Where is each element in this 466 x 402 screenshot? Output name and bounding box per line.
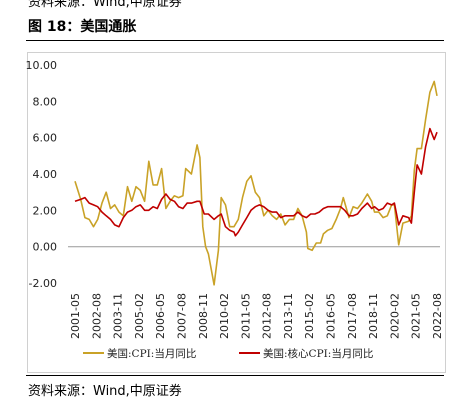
x-tick-label: 2012-08 [261,293,274,339]
x-tick-label: 2016-05 [325,293,338,339]
series-group [74,80,438,286]
x-tick-label: 2008-11 [197,293,210,339]
cpi-line [74,80,438,286]
figure-title: 图 18：美国通胀 [28,19,137,35]
x-tick-label: 2018-11 [367,293,380,339]
x-tick-label: 2003-11 [112,293,125,339]
title-rule [26,40,444,41]
y-tick-label: 2.00 [33,204,58,217]
x-tick-label: 2022-08 [431,293,444,339]
y-axis-ticks: 10.00 8.00 6.00 4.00 2.00 0.00 -2.00 [26,59,58,290]
x-tick-label: 2021-05 [410,293,423,339]
x-tick-label: 2020-02 [388,293,401,339]
legend-label-cpi: 美国:CPI:当月同比 [107,347,196,360]
legend-label-core-cpi: 美国:核心CPI:当月同比 [263,347,373,360]
x-tick-label: 2002-08 [90,293,103,339]
source-note-top: 资料来源：Wind,中原证券 [28,0,182,10]
x-tick-label: 2007-08 [176,293,189,339]
x-tick-label: 2017-08 [346,293,359,339]
footer-rule [26,375,444,376]
x-tick-label: 2005-02 [133,293,146,339]
y-tick-label: 6.00 [33,132,58,145]
x-tick-label: 2006-05 [154,293,167,339]
y-tick-label: -2.00 [29,277,57,290]
legend: 美国:CPI:当月同比 美国:核心CPI:当月同比 [83,347,373,360]
x-tick-label: 2010-02 [218,293,231,339]
source-note-bottom: 资料来源：Wind,中原证券 [28,384,182,399]
x-tick-label: 2015-02 [303,293,316,339]
x-tick-label: 2013-11 [282,293,295,339]
y-tick-label: 4.00 [33,168,58,181]
plot-frame [27,52,446,373]
x-tick-label: 2001-05 [69,293,82,339]
x-axis-ticks: 2001-05 2002-08 2003-11 2005-02 2006-05 2007-… [69,293,444,339]
x-tick-label: 2011-05 [239,293,252,339]
y-tick-label: 0.00 [33,241,58,254]
core-cpi-line [74,127,438,237]
y-tick-label: 10.00 [26,59,58,72]
y-tick-label: 8.00 [33,95,58,108]
